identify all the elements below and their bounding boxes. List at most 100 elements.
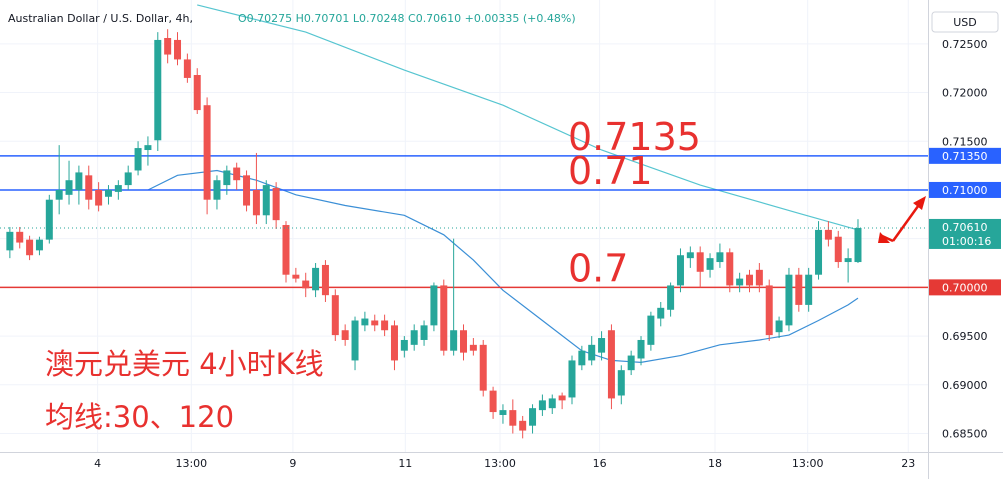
candle-body <box>716 252 724 263</box>
candle-body <box>805 274 813 305</box>
candle-body <box>65 180 73 195</box>
candle-body <box>104 189 112 197</box>
candle-body <box>598 338 606 353</box>
candle-body <box>144 145 152 151</box>
candle-body <box>390 325 398 361</box>
symbol-title: Australian Dollar / U.S. Dollar, 4h, <box>8 12 193 25</box>
candle-body <box>85 175 93 200</box>
candle-body <box>696 252 704 272</box>
x-tick-label: 9 <box>289 457 296 470</box>
candle-body <box>95 189 103 206</box>
candle-body <box>667 285 675 310</box>
chinese-annotation: 澳元兑美元 4小时K线 <box>45 347 324 381</box>
candle-body <box>815 229 823 275</box>
y-tick-label: 0.69000 <box>942 379 988 392</box>
x-tick-label: 11 <box>398 457 412 470</box>
candle-body <box>746 274 754 286</box>
candle-body <box>795 274 803 305</box>
level-label-box <box>929 147 1001 164</box>
candle-body <box>371 320 379 326</box>
arrow-head <box>913 196 926 210</box>
candle-body <box>430 285 438 326</box>
moving-average <box>197 4 859 231</box>
candle-body <box>647 315 655 345</box>
candle-body <box>223 170 231 186</box>
y-tick-label: 0.72000 <box>942 87 988 100</box>
level-note: 0.7 <box>568 246 628 290</box>
candle-body <box>499 410 507 415</box>
candle-body <box>114 185 122 192</box>
level-label: 0.71000 <box>942 184 988 197</box>
arrow-head <box>878 232 890 243</box>
candle-body <box>824 229 832 240</box>
candle-body <box>736 278 744 286</box>
level-label: 0.70000 <box>942 281 988 294</box>
candle-body <box>440 285 448 351</box>
candle-body <box>243 175 251 206</box>
candle-body <box>233 167 241 181</box>
candle-body <box>35 239 43 251</box>
x-tick-label: 13:00 <box>175 457 207 470</box>
candle-body <box>568 360 576 398</box>
candle-body <box>6 231 14 251</box>
candle-body <box>617 370 625 396</box>
candle-body <box>134 148 142 171</box>
last-price-label: 0.70610 <box>942 221 988 234</box>
level-note: 0.7135 <box>568 115 701 159</box>
candle-body <box>302 280 310 289</box>
candle-body <box>351 320 359 361</box>
candle-body <box>262 185 270 216</box>
candle-body <box>489 390 497 413</box>
candle-body <box>400 339 408 351</box>
chinese-annotation: 均线:30、120 <box>45 400 234 434</box>
candle-body <box>341 330 349 340</box>
candle-body <box>558 395 566 401</box>
level-label-box <box>929 279 1001 296</box>
candle-body <box>282 225 290 275</box>
candle-body <box>410 330 418 345</box>
candle-body <box>726 252 734 286</box>
candle-body <box>765 285 773 336</box>
level-label: 0.71350 <box>942 150 988 163</box>
candle-body <box>450 330 458 351</box>
candle-body <box>193 75 201 111</box>
x-tick-label: 13:00 <box>792 457 824 470</box>
candle-body <box>637 339 645 359</box>
candle-body <box>321 264 329 296</box>
x-tick-label: 16 <box>593 457 607 470</box>
level-note: 0.71 <box>568 149 653 193</box>
candle-body <box>529 408 537 426</box>
candle-body <box>420 325 428 340</box>
candle-body <box>578 350 586 366</box>
ohlc-text: O0.70275 H0.70701 L0.70248 C0.70610 +0.0… <box>238 12 576 25</box>
x-tick-label: 23 <box>901 457 915 470</box>
level-label-box <box>929 181 1001 198</box>
currency[interactable]: USD <box>953 16 977 29</box>
y-tick-label: 0.71500 <box>942 135 988 148</box>
candle-body <box>16 231 24 243</box>
candle-body <box>272 188 280 221</box>
x-tick-label: 13:00 <box>484 457 516 470</box>
last-price-box <box>929 218 1001 249</box>
candle-body <box>331 295 339 336</box>
plot <box>0 4 928 439</box>
candle-body <box>124 172 132 186</box>
candle-body <box>755 269 763 286</box>
candle-body <box>213 180 221 200</box>
candle-body <box>607 330 615 399</box>
candle-body <box>183 59 191 78</box>
candle-body <box>548 398 556 409</box>
candle-body <box>785 274 793 326</box>
candle-body <box>854 227 862 263</box>
currency-box[interactable] <box>931 11 999 33</box>
candle-body <box>154 39 162 141</box>
candle-body <box>657 307 665 319</box>
candle-body <box>676 255 684 286</box>
candle-body <box>479 344 487 391</box>
candle-body <box>55 189 63 200</box>
candle-body <box>706 258 714 270</box>
candle-body <box>538 400 546 411</box>
countdown-label: 01:00:16 <box>942 235 991 248</box>
